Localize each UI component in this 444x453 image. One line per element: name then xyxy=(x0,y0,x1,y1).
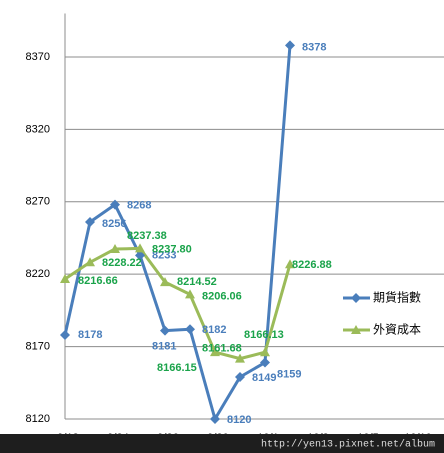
watermark-bar xyxy=(0,434,444,453)
point xyxy=(235,353,245,363)
data-label: 8206.06 xyxy=(202,290,242,302)
point xyxy=(285,259,295,269)
series-line xyxy=(64,246,292,361)
legend-marker xyxy=(351,325,361,334)
point xyxy=(60,274,70,284)
data-label: 8378 xyxy=(302,41,326,53)
data-label: 8233 xyxy=(152,249,176,261)
data-label: 8228.22 xyxy=(102,257,142,269)
point xyxy=(135,250,145,261)
point xyxy=(285,40,295,51)
data-label: 8268 xyxy=(127,200,151,212)
data-label: 8237.80 xyxy=(152,243,192,255)
y-tick-label: 8120 xyxy=(26,413,50,425)
point xyxy=(260,347,270,357)
data-label: 8178 xyxy=(78,329,102,341)
y-tick-label: 8370 xyxy=(26,51,50,63)
point xyxy=(160,325,170,336)
data-label: 8237.38 xyxy=(127,230,167,242)
point xyxy=(185,324,195,335)
data-label: 8226.88 xyxy=(292,259,332,271)
y-tick-label: 8170 xyxy=(26,340,50,352)
data-label: 8161.68 xyxy=(202,343,242,355)
point xyxy=(85,257,95,267)
series-line xyxy=(63,45,292,421)
point xyxy=(110,244,120,254)
watermark: http://yen13.pixnet.net/album xyxy=(261,439,435,451)
point xyxy=(160,277,170,287)
point xyxy=(260,357,270,368)
y-tick-label: 8220 xyxy=(26,268,50,280)
legend-marker xyxy=(351,293,361,303)
data-label: 8181 xyxy=(152,341,176,353)
data-label: 8120 xyxy=(227,414,251,426)
data-label: 8216.66 xyxy=(78,275,118,287)
point xyxy=(210,347,220,357)
point xyxy=(210,414,220,424)
y-tick-label: 8270 xyxy=(26,196,50,208)
y-tick-label: 8320 xyxy=(26,123,50,135)
point xyxy=(110,199,120,210)
legend-label: 期貨指數 xyxy=(373,290,421,305)
point xyxy=(235,372,245,383)
data-label: 8166.15 xyxy=(157,362,197,374)
point xyxy=(135,243,145,253)
data-label: 8149 xyxy=(252,372,276,384)
legend-label: 外資成本 xyxy=(373,323,421,337)
point xyxy=(185,289,195,299)
data-label: 8159 xyxy=(277,368,301,380)
point xyxy=(85,217,95,228)
data-label: 8182 xyxy=(202,324,226,336)
data-label: 8214.52 xyxy=(177,276,217,288)
data-label: 8256 xyxy=(102,218,126,230)
data-label: 8166.13 xyxy=(244,329,284,341)
point xyxy=(60,330,70,341)
